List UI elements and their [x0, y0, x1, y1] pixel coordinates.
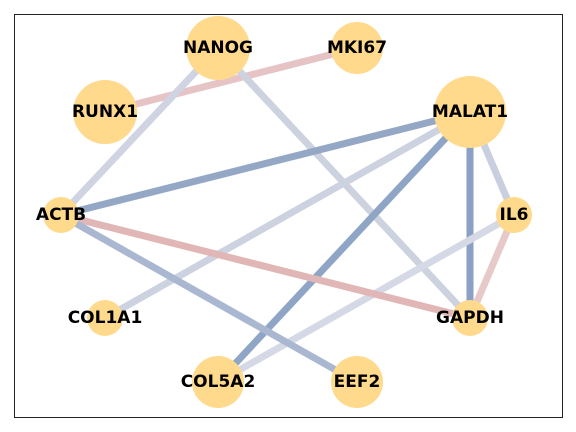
node-eef2	[331, 356, 383, 408]
edge-runx1-mki67	[104, 44, 358, 116]
edge-actb-eef2	[59, 211, 359, 386]
node-label-eef2: EEF2	[334, 372, 381, 392]
node-label-runx1: RUNX1	[72, 102, 138, 122]
node-label-col5a2: COL5A2	[181, 372, 256, 392]
node-col5a2	[192, 356, 244, 408]
edge-nanog-actb	[58, 45, 221, 218]
node-label-nanog: NANOG	[183, 38, 253, 58]
node-nanog	[186, 16, 250, 80]
node-actb	[43, 197, 79, 233]
node-label-gapdh: GAPDH	[436, 308, 504, 328]
node-label-malat1: MALAT1	[432, 102, 508, 122]
node-gapdh	[452, 300, 488, 336]
node-mki67	[331, 22, 383, 74]
edge-il6-gapdh	[466, 213, 518, 320]
node-runx1	[73, 80, 137, 144]
node-col1a1	[87, 300, 123, 336]
label-layer: NANOG MKI67 RUNX1 MALAT1 ACTB IL6 COL1A1 GAPDH C…	[36, 38, 529, 392]
edge-malat1-col1a1	[103, 108, 472, 322]
edge-layer	[58, 44, 518, 386]
node-label-col1a1: COL1A1	[68, 308, 143, 328]
node-label-mki67: MKI67	[327, 38, 387, 58]
edge-malat1-actb	[60, 108, 471, 219]
node-il6	[496, 197, 532, 233]
edge-actb-gapdh	[60, 211, 471, 322]
edge-malat1-col5a2	[215, 109, 473, 385]
node-malat1	[434, 76, 506, 148]
edge-il6-col5a2	[216, 211, 516, 386]
node-label-il6: IL6	[500, 205, 529, 225]
node-label-actb: ACTB	[36, 205, 86, 225]
node-layer	[43, 16, 532, 408]
